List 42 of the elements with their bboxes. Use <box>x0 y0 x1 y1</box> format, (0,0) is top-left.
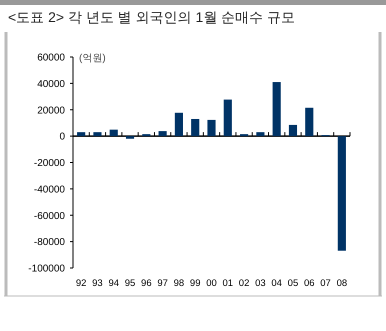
x-tick-label: 93 <box>92 278 103 289</box>
bar <box>126 136 134 139</box>
y-tick-label: 20000 <box>37 105 66 116</box>
bar <box>338 136 346 251</box>
chart-title: <도표 2> 각 년도 별 외국인의 1월 순매수 규모 <box>8 9 296 25</box>
bar <box>305 108 314 136</box>
y-axis-title: (억원) <box>79 53 106 64</box>
bar <box>272 82 281 136</box>
x-tick-label: 01 <box>222 278 234 289</box>
y-tick-label: -20000 <box>34 158 66 169</box>
y-tick-label: 0 <box>59 132 66 143</box>
bar <box>174 112 183 136</box>
bar <box>191 118 200 136</box>
bar <box>158 131 167 136</box>
bar <box>110 130 118 136</box>
bar <box>93 132 102 136</box>
x-tick-label: 92 <box>76 278 86 289</box>
x-tick-label: 95 <box>124 278 136 289</box>
x-tick-label: 00 <box>206 278 217 289</box>
x-tick-label: 97 <box>157 278 168 289</box>
x-tick-label: 98 <box>174 278 184 289</box>
x-tick-label: 07 <box>320 278 331 289</box>
x-tick-label: 06 <box>304 278 315 289</box>
x-tick-label: 94 <box>108 278 120 289</box>
x-tick-label: 05 <box>288 278 298 289</box>
y-tick-label: -80000 <box>34 237 66 248</box>
bar <box>288 124 298 136</box>
bar <box>256 132 264 136</box>
x-tick-label: 03 <box>255 278 266 289</box>
y-tick-label: -100000 <box>28 264 66 274</box>
x-tick-label: 04 <box>271 278 282 289</box>
x-tick-label: 08 <box>336 278 348 289</box>
y-tick-label: 40000 <box>37 78 66 90</box>
x-tick-label: 96 <box>141 278 152 289</box>
bar <box>224 100 232 136</box>
x-tick-label: 02 <box>238 278 250 289</box>
y-tick-label: -40000 <box>34 184 66 196</box>
y-tick-label: 60000 <box>37 52 66 64</box>
bar <box>77 132 86 136</box>
x-tick-label: 99 <box>190 278 200 289</box>
bar <box>207 120 216 136</box>
y-tick-label: -60000 <box>34 210 66 222</box>
